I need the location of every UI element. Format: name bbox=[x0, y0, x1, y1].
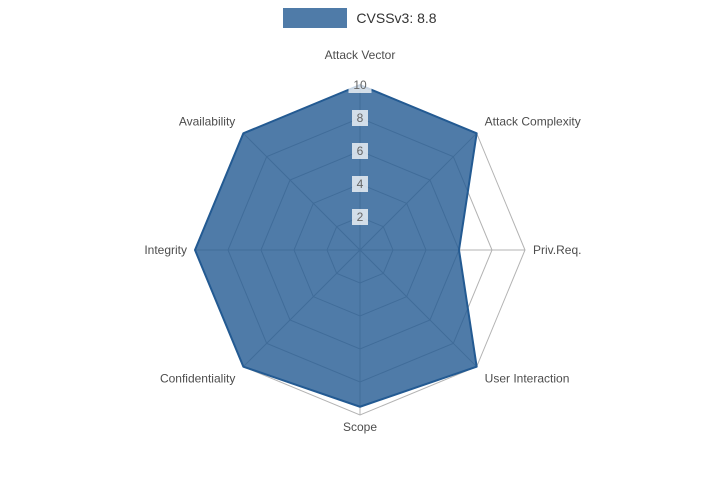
tick-label-8: 8 bbox=[357, 111, 364, 125]
tick-backdrop-8 bbox=[352, 110, 368, 126]
axis-label-attack-vector: Attack Vector bbox=[325, 48, 396, 62]
axis-label-availability: Availability bbox=[179, 114, 235, 128]
tick-backdrop-2 bbox=[352, 209, 368, 225]
legend-swatch[interactable] bbox=[283, 8, 348, 28]
tick-label-10: 10 bbox=[353, 78, 367, 92]
axis-label-user-interaction: User Interaction bbox=[485, 372, 570, 386]
tick-backdrop-4 bbox=[352, 176, 368, 192]
axis-label-attack-complexity: Attack Complexity bbox=[485, 114, 581, 128]
axis-label-integrity: Integrity bbox=[144, 243, 187, 257]
tick-label-2: 2 bbox=[357, 210, 364, 224]
tick-backdrop-6 bbox=[352, 143, 368, 159]
tick-label-6: 6 bbox=[357, 144, 364, 158]
axis-label-priv-req: Priv.Req. bbox=[533, 243, 581, 257]
axis-label-scope: Scope bbox=[343, 420, 377, 434]
tick-backdrop-10 bbox=[348, 77, 372, 93]
tick-label-4: 4 bbox=[357, 177, 364, 191]
axis-label-confidentiality: Confidentiality bbox=[160, 372, 235, 386]
radar-series-cvssv3-8-8 bbox=[194, 84, 478, 408]
legend-label[interactable]: CVSSv3: 8.8 bbox=[356, 10, 437, 26]
radar-axis-labels: Attack Vector Attack Complexity Priv.Req. U… bbox=[144, 48, 581, 434]
legend[interactable]: CVSSv3: 8.8 bbox=[0, 8, 720, 28]
radar-tick-labels: 2 4 6 8 10 bbox=[348, 77, 372, 225]
